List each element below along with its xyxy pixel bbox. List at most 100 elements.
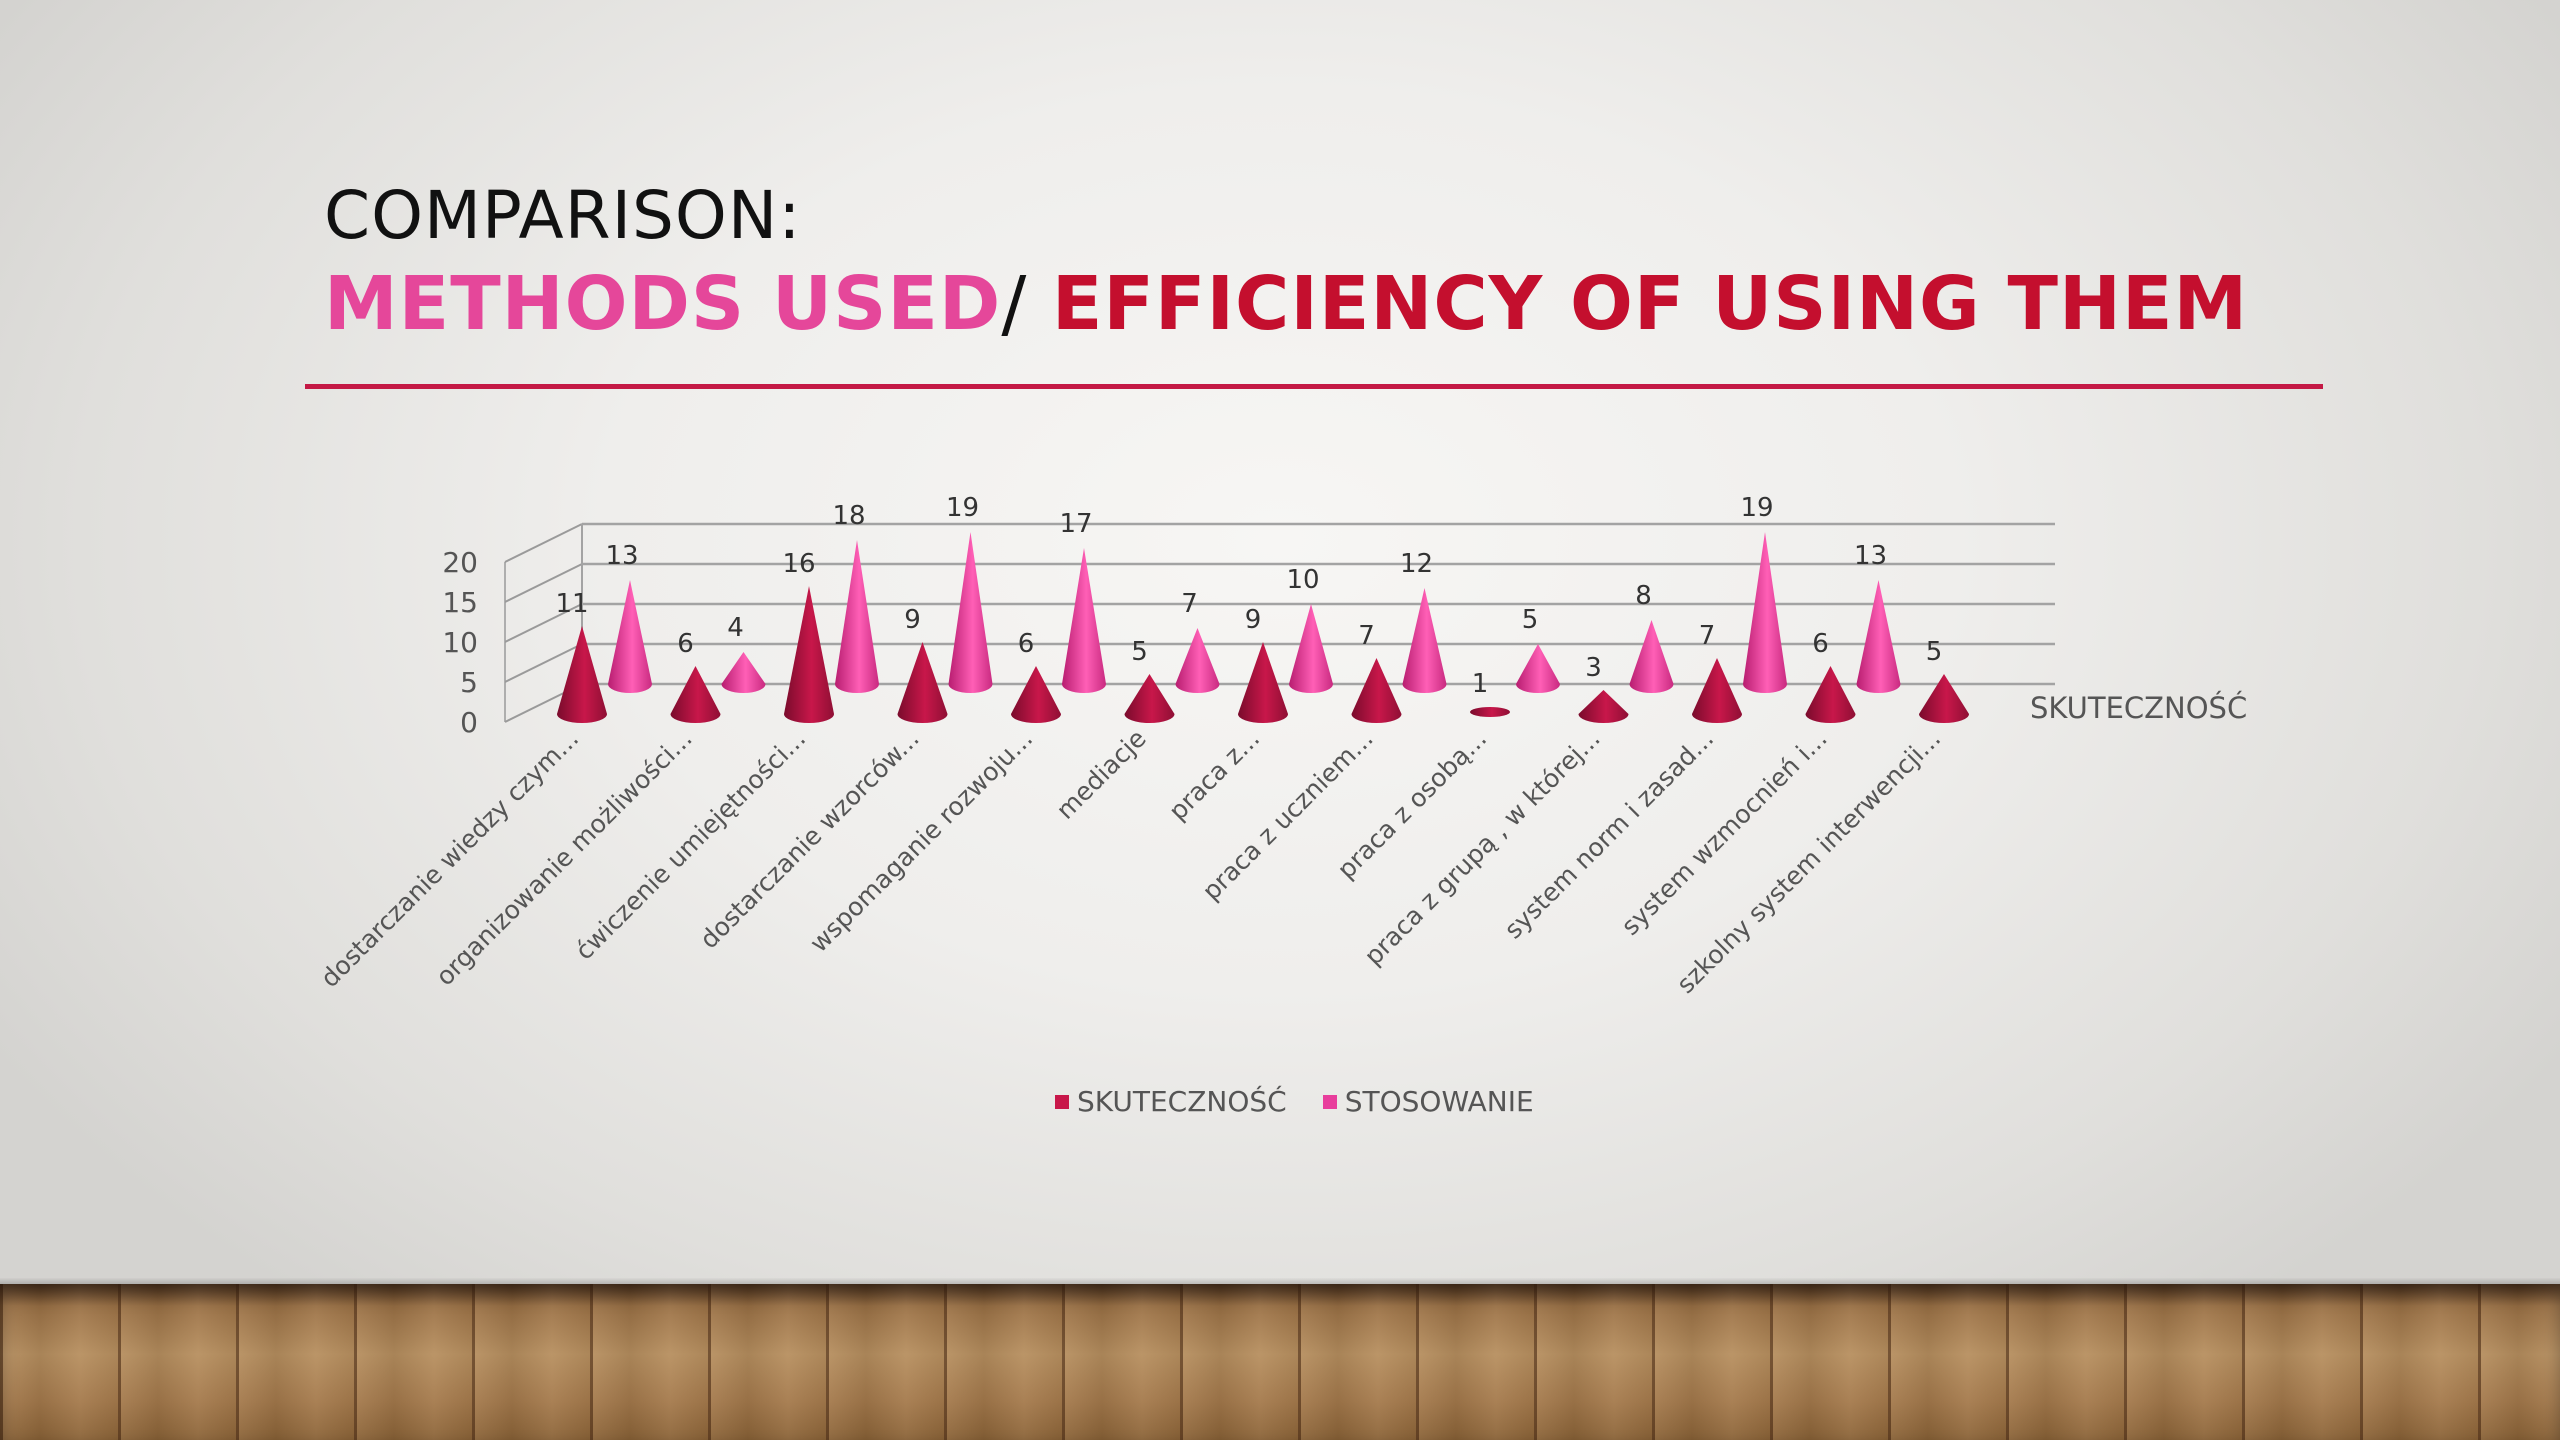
gridline-left — [504, 523, 583, 563]
title-separator: / — [1001, 261, 1052, 347]
legend-swatch-skutecznosc — [1055, 1094, 1069, 1109]
data-label-skutecznosc: 1 — [1472, 669, 1489, 699]
data-label-stosowanie: 4 — [727, 613, 744, 643]
gridline-left — [504, 603, 583, 643]
title-efficiency: EFFICIENCY OF USING THEM — [1051, 261, 2249, 347]
floor-shadow — [0, 1278, 2560, 1286]
cone-skutecznosc — [784, 586, 834, 723]
cone-skutecznosc — [897, 642, 948, 723]
cone-shape — [608, 580, 652, 693]
cone-shape — [1402, 588, 1447, 693]
wooden-floor — [0, 1284, 2560, 1440]
data-label-stosowanie: 8 — [1635, 581, 1652, 611]
y-tick-label: 15 — [442, 586, 478, 619]
gridline-left — [504, 643, 583, 683]
cone-shape — [1175, 628, 1220, 693]
category-label: system norm i zasad... — [1499, 724, 1720, 945]
legend-item-skutecznosc: SKUTECZNOŚĆ — [1055, 1085, 1287, 1118]
data-label-skutecznosc: 6 — [677, 629, 694, 659]
cone-shape — [557, 626, 607, 723]
cone-shape — [1062, 548, 1106, 693]
cone-stosowanie — [721, 652, 766, 693]
cone-shape — [1289, 604, 1333, 693]
category-label: praca z... — [1163, 724, 1265, 826]
cone-skutecznosc — [1919, 674, 1969, 723]
cone-skutecznosc — [1805, 666, 1856, 723]
series-skutecznosc — [557, 586, 1969, 723]
data-label-skutecznosc: 16 — [782, 549, 815, 579]
cone-shape — [948, 532, 993, 693]
y-tick-label: 5 — [460, 666, 478, 699]
cone-skutecznosc — [557, 626, 607, 723]
series-stosowanie — [608, 532, 1901, 693]
cone-stosowanie — [1516, 644, 1560, 693]
data-label-stosowanie: 5 — [1522, 605, 1539, 635]
cone-stosowanie — [1743, 532, 1787, 693]
data-label-stosowanie: 10 — [1286, 565, 1319, 595]
data-label-skutecznosc: 9 — [1245, 605, 1262, 635]
cone-shape — [835, 540, 879, 693]
category-label: system wzmocnień i... — [1616, 724, 1833, 941]
gridline-left — [504, 563, 583, 603]
cone-stosowanie — [948, 532, 993, 693]
chart-legend: SKUTECZNOŚĆ STOSOWANIE — [1055, 1085, 1534, 1118]
cone-shape — [1351, 658, 1402, 723]
cone-skutecznosc — [1011, 666, 1061, 723]
title-line-comparison: COMPARISON: — [324, 177, 802, 254]
data-label-skutecznosc: 7 — [1358, 621, 1375, 651]
cone-stosowanie — [608, 580, 652, 693]
cone-skutecznosc — [1692, 658, 1742, 723]
cone-stosowanie — [1629, 620, 1674, 693]
cone-skutecznosc — [1470, 707, 1510, 717]
data-label-skutecznosc: 5 — [1926, 637, 1943, 667]
category-label: wspomaganie rozwoju... — [804, 724, 1038, 958]
category-label: dostarczanie wzorców... — [694, 724, 925, 955]
data-label-stosowanie: 13 — [605, 541, 638, 571]
cone-shape — [1470, 707, 1510, 717]
cone-stosowanie — [835, 540, 879, 693]
cone-shape — [1743, 532, 1787, 693]
slide-title: COMPARISON: METHODS USED/ EFFICIENCY OF … — [324, 176, 2248, 352]
cone-shape — [721, 652, 766, 693]
data-label-stosowanie: 12 — [1400, 549, 1433, 579]
cone-stosowanie — [1856, 580, 1901, 693]
legend-label-stosowanie: STOSOWANIE — [1344, 1085, 1534, 1118]
data-label-stosowanie: 7 — [1181, 589, 1198, 619]
cone-shape — [1919, 674, 1969, 723]
legend-swatch-stosowanie — [1322, 1094, 1337, 1109]
cone-stosowanie — [1175, 628, 1220, 693]
cone-shape — [1856, 580, 1901, 693]
cone-shape — [1578, 690, 1629, 723]
title-methods-used: METHODS USED — [324, 261, 1002, 347]
cone-shape — [670, 666, 721, 723]
cone-shape — [1692, 658, 1742, 723]
cone-shape — [1124, 674, 1175, 723]
cone-skutecznosc — [1578, 690, 1629, 723]
data-label-skutecznosc: 9 — [904, 605, 921, 635]
cone-stosowanie — [1289, 604, 1333, 693]
legend-item-stosowanie: STOSOWANIE — [1322, 1085, 1534, 1118]
data-label-stosowanie: 19 — [1740, 493, 1773, 523]
y-tick-label: 0 — [460, 706, 478, 739]
cone-skutecznosc — [670, 666, 721, 723]
category-label: praca z grupą , w której... — [1359, 724, 1606, 971]
data-label-skutecznosc: 11 — [555, 589, 588, 619]
cone-shape — [784, 586, 834, 723]
data-label-stosowanie: 13 — [1854, 541, 1887, 571]
cone-skutecznosc — [1124, 674, 1175, 723]
title-line-methods: METHODS USED/ EFFICIENCY OF USING THEM — [324, 256, 2248, 352]
cone-shape — [1629, 620, 1674, 693]
data-label-stosowanie: 18 — [832, 501, 865, 531]
cone-shape — [1011, 666, 1061, 723]
y-tick-label: 10 — [442, 626, 478, 659]
data-label-stosowanie: 19 — [946, 493, 979, 523]
title-underline — [305, 384, 2323, 389]
depth-axis-label: SKUTECZNOŚĆ — [2030, 691, 2247, 725]
y-tick-label: 20 — [442, 546, 478, 579]
category-label: mediacje — [1051, 724, 1152, 825]
cone-shape — [897, 642, 948, 723]
data-label-stosowanie: 17 — [1059, 509, 1092, 539]
data-label-skutecznosc: 7 — [1699, 621, 1716, 651]
